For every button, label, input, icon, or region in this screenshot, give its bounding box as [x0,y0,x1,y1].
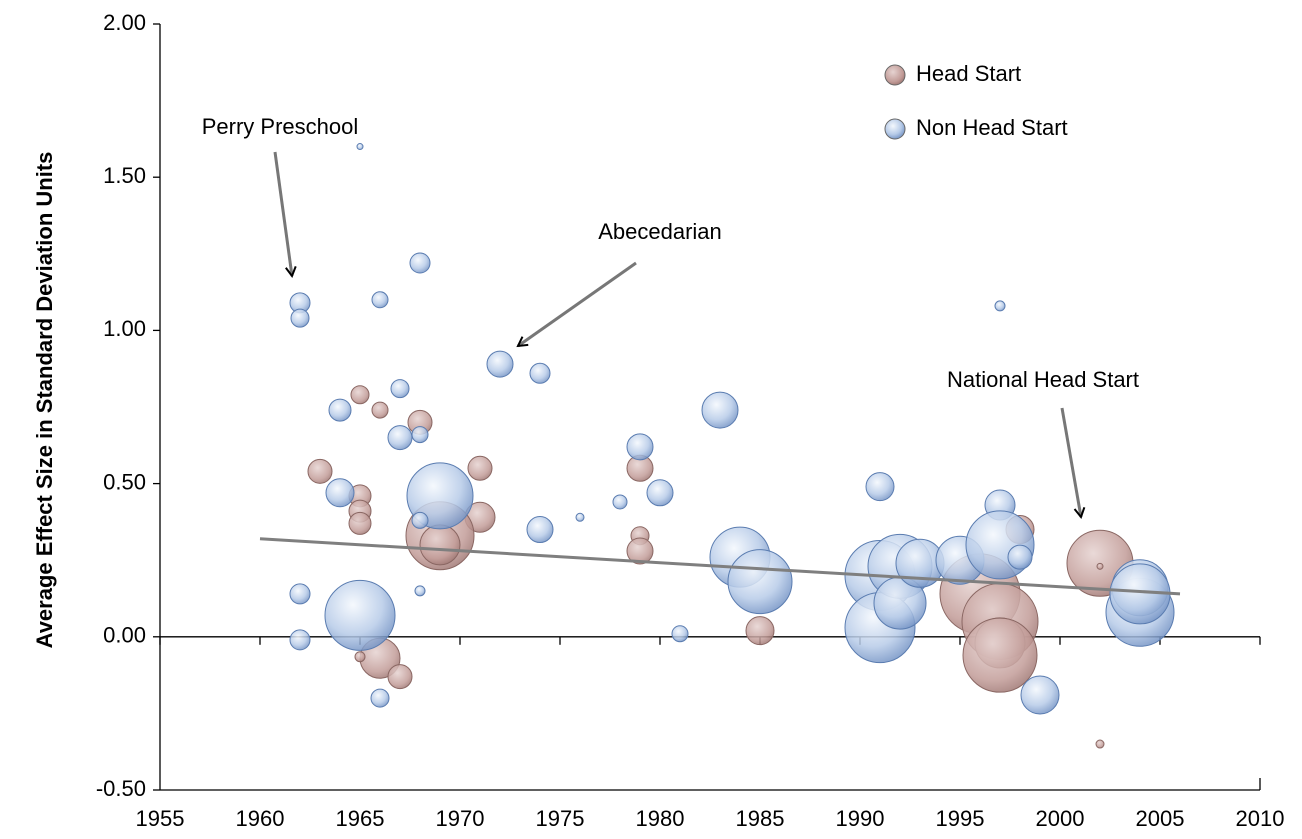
x-tick-label: 1980 [636,806,685,831]
bubble [1020,675,1060,715]
bubble [371,291,389,309]
legend-label: Non Head Start [916,115,1068,140]
bubble [409,252,431,274]
bubble [626,537,654,565]
bubble [290,308,310,328]
bubble [348,511,372,535]
bubble [354,651,366,663]
legend-marker [884,118,906,140]
bubble [289,629,311,651]
bubble [671,625,689,643]
annotation-arrow [273,151,292,276]
y-tick-label: -0.50 [96,776,146,801]
bubble [865,472,895,502]
x-tick-label: 2005 [1136,806,1185,831]
x-tick-label: 2000 [1036,806,1085,831]
annotation: Abecedarian [598,219,722,244]
bubble [406,462,474,530]
bubble [328,398,352,422]
annotation: National Head Start [947,367,1139,392]
x-tick-label: 1990 [836,806,885,831]
bubble [1096,562,1104,570]
trend-line [259,537,1181,596]
bubble [529,362,551,384]
bubble [575,512,585,522]
bubble [370,688,390,708]
bubble [414,585,426,597]
bubble [994,300,1006,312]
bubble [467,455,493,481]
bubble [411,511,429,529]
annotation-arrow [518,261,637,348]
bubble [701,391,739,429]
y-tick-label: 0.50 [103,469,146,494]
x-tick-label: 1965 [336,806,385,831]
bubble [727,549,793,615]
y-tick-label: 2.00 [103,10,146,35]
legend-label: Head Start [916,61,1021,86]
bubble [350,385,370,405]
bubble [307,458,333,484]
bubble [612,494,628,510]
bubble [1007,544,1033,570]
y-tick-label: 1.00 [103,316,146,341]
bubble [745,616,775,646]
bubble [390,379,410,399]
bubble [356,143,364,151]
annotation: Perry Preschool [202,114,359,139]
bubble [626,433,654,461]
bubble [526,516,554,544]
y-tick-label: 1.50 [103,163,146,188]
x-tick-label: 1975 [536,806,585,831]
x-tick-label: 1985 [736,806,785,831]
x-tick-label: 2010 [1236,806,1285,831]
x-tick-label: 1995 [936,806,985,831]
bubble [325,478,355,508]
x-tick-label: 1955 [136,806,185,831]
bubble [324,579,396,651]
x-tick-label: 1970 [436,806,485,831]
y-axis-title: Average Effect Size in Standard Deviatio… [32,152,57,649]
bubble [419,524,461,566]
x-tick-label: 1960 [236,806,285,831]
annotation-arrow [1060,407,1081,517]
bubble [486,350,514,378]
bubble [387,425,413,451]
bubble [411,426,429,444]
y-tick-label: 0.00 [103,623,146,648]
legend-marker [884,64,906,86]
bubble [962,617,1038,693]
bubble [646,479,674,507]
bubble [289,583,311,605]
bubble [387,664,413,690]
bubble [1095,739,1105,749]
bubble [371,401,389,419]
